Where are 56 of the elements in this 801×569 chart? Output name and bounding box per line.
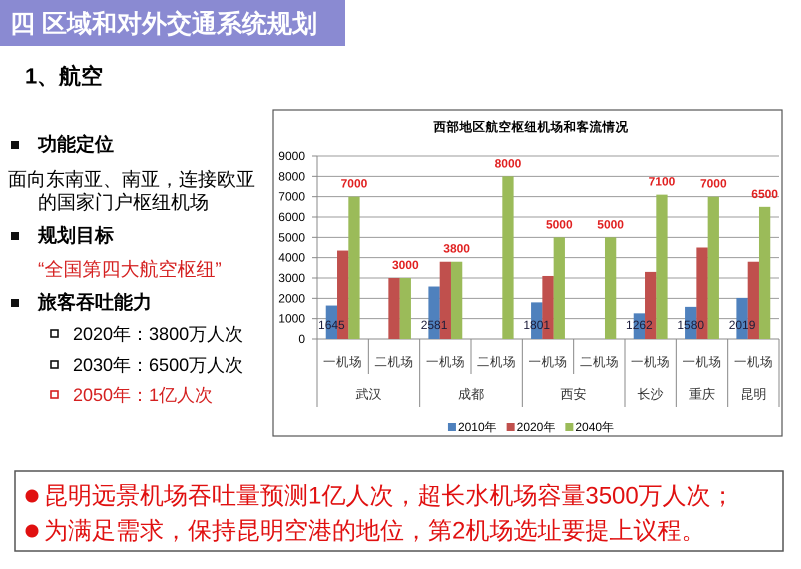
text: 武汉: [355, 386, 382, 402]
x-tick-label: 一机场: [323, 355, 362, 369]
data-label: 7100: [648, 174, 676, 189]
data-label: 3000: [392, 258, 419, 272]
legend-label: 2010年: [458, 420, 497, 434]
data-label: 8000: [494, 156, 522, 170]
x-tick-label: 一机场: [682, 355, 722, 369]
text: 2020年：3800万人次: [73, 324, 244, 344]
text: 成都: [458, 386, 484, 402]
y-tick-label: 5000: [278, 230, 306, 244]
y-tick-label: 4000: [278, 250, 306, 265]
chart-title: 西部地区航空枢纽机场和客流情况: [432, 119, 630, 134]
data-label: 5000: [546, 217, 573, 232]
text: 为满足需求，保持昆明空港的地位，第2机场选址要提上议程。: [44, 518, 706, 544]
data-label: 1580: [677, 318, 704, 332]
text: 昆明: [740, 386, 766, 402]
data-label: 6500: [751, 186, 778, 201]
y-tick-label: 2000: [278, 291, 306, 306]
data-label: 3800: [443, 242, 470, 256]
y-tick-label: 6000: [278, 210, 306, 224]
data-label: 1801: [523, 318, 550, 332]
text: 长沙: [638, 386, 664, 402]
text: 昆明远景机场吞吐量预测1亿人次，超长水机场容量3500万人次；: [44, 482, 735, 510]
x-tick-label: 一机场: [426, 355, 465, 369]
data-label: 7000: [340, 176, 368, 191]
y-tick-label: 0: [298, 332, 306, 346]
y-tick-label: 9000: [278, 149, 306, 163]
y-tick-label: 8000: [278, 169, 306, 184]
x-tick-label: 二机场: [580, 355, 619, 369]
x-tick-label: 一机场: [734, 355, 773, 369]
data-label: 2581: [420, 318, 448, 332]
legend-label: 2040年: [575, 420, 614, 434]
text: 功能定位: [37, 134, 114, 156]
data-label: 2019: [728, 318, 756, 332]
data-label: 5000: [597, 217, 624, 232]
text: 四 区域和对外交通系统规划: [10, 10, 317, 38]
y-tick-label: 7000: [278, 190, 306, 204]
text: 2030年：6500万人次: [73, 355, 244, 375]
x-tick-label: 一机场: [528, 355, 568, 369]
text: 西安: [560, 386, 587, 402]
y-tick-label: 1000: [278, 312, 306, 326]
text: 1、航空: [25, 64, 104, 88]
x-tick-label: 二机场: [374, 355, 414, 369]
text: 面向东南亚、南亚，连接欧亚的国家门户枢纽机场: [8, 170, 255, 214]
legend-label: 2020年: [516, 420, 556, 434]
text: 旅客吞吐能力: [37, 292, 152, 314]
data-label: 1262: [626, 318, 654, 332]
x-tick-label: 二机场: [477, 355, 516, 369]
x-tick-label: 一机场: [631, 355, 670, 369]
text: 规划目标: [37, 226, 114, 246]
y-tick-label: 3000: [278, 271, 306, 285]
text: 2050年：1亿人次: [73, 385, 214, 405]
text: 重庆: [689, 386, 715, 402]
text: “全国第四大航空枢纽”: [38, 258, 222, 280]
data-label: 1645: [318, 318, 346, 332]
data-label: 7000: [700, 176, 727, 191]
